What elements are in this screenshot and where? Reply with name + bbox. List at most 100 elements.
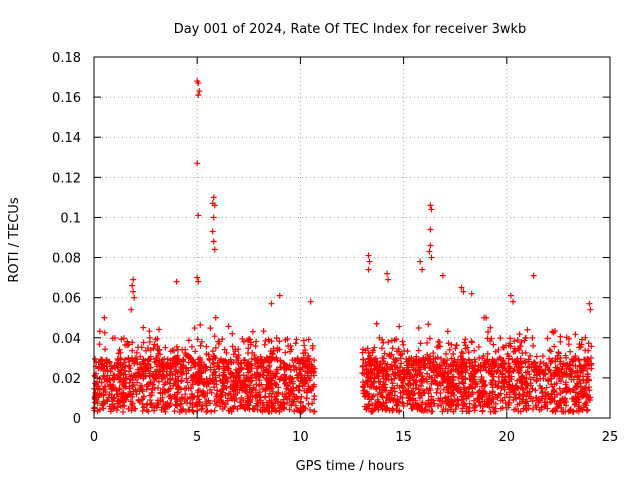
data-point: [486, 390, 493, 397]
data-point: [171, 408, 178, 415]
data-point: [486, 363, 493, 370]
data-point: [244, 375, 251, 382]
data-point: [433, 372, 440, 379]
data-point: [442, 394, 449, 401]
data-point: [234, 389, 241, 396]
data-point: [529, 385, 536, 392]
data-point: [418, 382, 425, 389]
data-point: [126, 368, 133, 375]
data-point: [507, 335, 514, 342]
data-point: [106, 403, 113, 410]
data-point: [100, 372, 107, 379]
data-point: [578, 388, 585, 395]
data-point: [265, 372, 272, 379]
data-point: [135, 397, 142, 404]
data-point: [499, 397, 506, 404]
data-point: [260, 359, 267, 366]
data-point: [273, 335, 280, 342]
data-point: [178, 378, 185, 385]
data-point: [121, 376, 128, 383]
data-point: [495, 392, 502, 399]
data-point: [284, 382, 291, 389]
data-point: [398, 376, 405, 383]
data-point: [450, 360, 457, 367]
data-point: [430, 397, 437, 404]
data-point: [258, 381, 265, 388]
data-point: [557, 333, 564, 340]
data-point: [296, 408, 303, 415]
data-point: [119, 364, 126, 371]
data-point: [102, 346, 109, 353]
data-point: [439, 272, 446, 279]
x-tick-label: 20: [499, 430, 516, 445]
data-point: [94, 378, 101, 385]
data-point: [272, 381, 279, 388]
data-point: [191, 325, 198, 332]
data-point: [560, 360, 567, 367]
data-point: [390, 370, 397, 377]
data-point: [156, 326, 163, 333]
data-point: [165, 386, 172, 393]
data-point: [301, 379, 308, 386]
data-point: [533, 377, 540, 384]
data-point: [449, 398, 456, 405]
data-point: [542, 389, 549, 396]
data-point: [374, 363, 381, 370]
data-point: [380, 339, 387, 346]
data-point: [489, 368, 496, 375]
data-point: [233, 357, 240, 364]
data-point: [559, 388, 566, 395]
data-point: [559, 363, 566, 370]
y-tick-label: 0.12: [52, 171, 81, 186]
data-point: [212, 372, 219, 379]
data-point: [120, 372, 127, 379]
data-point: [129, 356, 136, 363]
data-point: [129, 347, 136, 354]
data-point: [426, 373, 433, 380]
data-point: [507, 292, 514, 299]
data-point: [511, 406, 518, 413]
data-point: [184, 395, 191, 402]
data-point: [538, 395, 545, 402]
y-tick-label: 0.04: [52, 332, 81, 347]
data-point: [391, 392, 398, 399]
data-point: [297, 371, 304, 378]
data-point: [506, 389, 513, 396]
data-point: [414, 402, 421, 409]
data-point: [258, 362, 265, 369]
data-point: [254, 398, 261, 405]
data-point: [221, 346, 228, 353]
data-point: [140, 393, 147, 400]
data-point: [543, 384, 550, 391]
data-point: [125, 354, 132, 361]
data-point: [361, 403, 368, 410]
data-point: [96, 341, 103, 348]
data-point: [468, 338, 475, 345]
data-point: [162, 344, 169, 351]
data-point: [555, 402, 562, 409]
data-point: [311, 396, 318, 403]
data-point: [584, 407, 591, 414]
data-point: [412, 385, 419, 392]
data-point: [456, 368, 463, 375]
data-point: [289, 387, 296, 394]
data-point: [469, 377, 476, 384]
data-point: [306, 355, 313, 362]
data-point: [291, 408, 298, 415]
data-point: [194, 160, 201, 167]
data-point: [515, 408, 522, 415]
data-point: [154, 343, 161, 350]
data-point: [506, 363, 513, 370]
data-point: [526, 389, 533, 396]
data-point: [459, 355, 466, 362]
data-point: [160, 372, 167, 379]
data-point: [455, 363, 462, 370]
data-point: [398, 360, 405, 367]
data-point: [502, 400, 509, 407]
data-point: [492, 408, 499, 415]
data-point: [541, 370, 548, 377]
data-point: [290, 391, 297, 398]
data-point: [551, 397, 558, 404]
data-point: [587, 394, 594, 401]
data-point: [265, 357, 272, 364]
